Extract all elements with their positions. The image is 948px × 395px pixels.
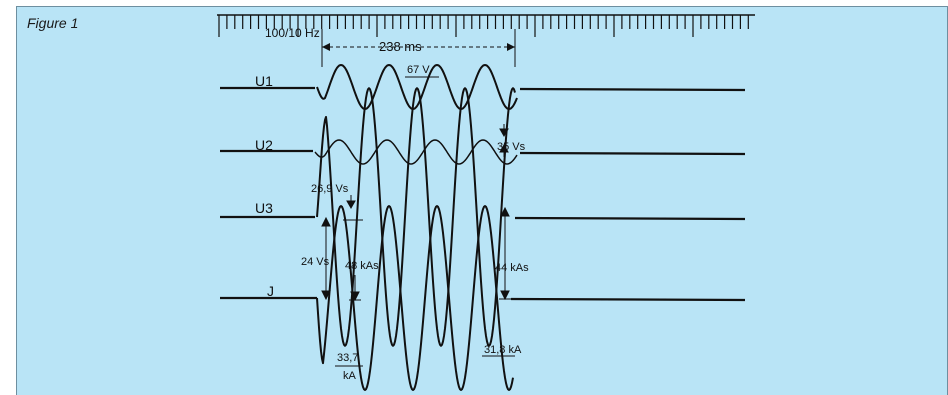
label-35vs: 35 Vs: [497, 141, 526, 153]
trace-label-j: J: [267, 283, 274, 299]
interval-label: 238 ms: [379, 39, 422, 54]
timing-marks: [217, 14, 755, 37]
label-24vs: 24 Vs: [301, 256, 330, 268]
oscillogram: 100/10 Hz 238 ms U1 U2 U3 J: [217, 14, 755, 391]
timebase-label: 100/10 Hz: [265, 26, 320, 40]
label-44kas: 44 kAs: [495, 262, 529, 274]
label-31-8ka: 31,8 kA: [484, 344, 522, 356]
interval-arrow: [321, 29, 516, 67]
baselines: [220, 86, 746, 302]
label-67v: 67 V: [407, 64, 430, 76]
trace-label-u3: U3: [255, 200, 273, 216]
waveform-j: [316, 205, 514, 391]
trace-label-u1: U1: [255, 73, 273, 89]
label-33-7: 33,7: [337, 352, 358, 364]
label-48kas: 48 kAs: [345, 260, 379, 272]
figure-caption: Figure 1: [27, 15, 79, 31]
label-26-9vs: 26,9 Vs: [311, 183, 349, 195]
waveform-u3: [316, 87, 516, 347]
figure-panel: Figure 1 100/10 Hz 238 ms U1 U2 U3 J: [16, 6, 948, 395]
trace-label-u2: U2: [255, 137, 273, 153]
annotation-arrows: [321, 76, 515, 367]
waveform-u1: [316, 64, 518, 110]
waveform-u2: [314, 139, 518, 165]
label-33-7-unit: kA: [343, 370, 357, 382]
